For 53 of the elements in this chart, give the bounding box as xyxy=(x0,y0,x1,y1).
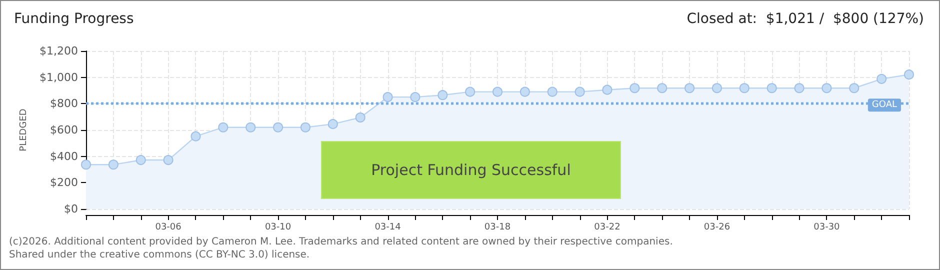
point xyxy=(438,90,448,100)
y-tick-label: $200 xyxy=(50,176,78,190)
x-tick-label: 03-06 xyxy=(155,222,182,232)
point xyxy=(190,131,201,142)
y-tick-label: $1,200 xyxy=(40,44,78,58)
y-axis-title: PLEDGED xyxy=(19,108,30,152)
point xyxy=(246,122,256,132)
point xyxy=(520,86,530,97)
x-tick-label: 03-22 xyxy=(594,222,620,232)
y-tick-label: $400 xyxy=(50,150,78,163)
point xyxy=(657,83,668,94)
point xyxy=(328,119,338,130)
point xyxy=(822,83,832,94)
annotation: Project Funding Successful xyxy=(371,161,571,179)
point xyxy=(904,70,914,80)
x-tick-label: 03-18 xyxy=(484,222,511,232)
y-tick-label: $0 xyxy=(64,202,78,216)
x-tick-label: 03-26 xyxy=(704,222,730,232)
text: Shared under the creative commons (CC BY-NC 3.0) license. xyxy=(9,250,310,260)
point xyxy=(766,83,777,94)
point xyxy=(218,122,228,132)
point xyxy=(794,83,804,94)
point xyxy=(273,122,284,132)
ref-line-label: GOAL xyxy=(872,100,897,110)
banner: Project Funding Successful xyxy=(321,141,621,199)
point xyxy=(574,86,585,97)
point xyxy=(108,160,118,170)
x-tick-label: 03-30 xyxy=(814,222,840,232)
x-tick-label: 03-10 xyxy=(264,222,292,232)
point xyxy=(136,155,146,166)
y-tick-label: $800 xyxy=(50,97,78,110)
point xyxy=(465,86,476,97)
point xyxy=(684,83,695,94)
point xyxy=(849,83,860,94)
point xyxy=(602,84,612,95)
x-tick-label: 03-14 xyxy=(374,222,402,232)
point xyxy=(492,86,502,97)
chart-title: Funding Progress xyxy=(14,11,134,27)
point xyxy=(712,83,722,94)
y-tick-label: $600 xyxy=(50,124,78,136)
point xyxy=(382,92,393,102)
point xyxy=(300,122,310,132)
y-tick-label: $1,000 xyxy=(40,70,78,84)
chart-subtitle: Closed at: $1,021 / $800 (127%) xyxy=(686,11,924,27)
text: (c)2026. Additional content provided by Cameron M. Lee. Trademarks and related content are owned by their respective companies. xyxy=(9,236,673,248)
point xyxy=(547,86,558,97)
point xyxy=(876,74,887,84)
point xyxy=(630,83,640,94)
point xyxy=(355,112,366,122)
point xyxy=(410,92,420,102)
point xyxy=(739,83,750,94)
point xyxy=(81,160,91,170)
point xyxy=(163,155,174,166)
